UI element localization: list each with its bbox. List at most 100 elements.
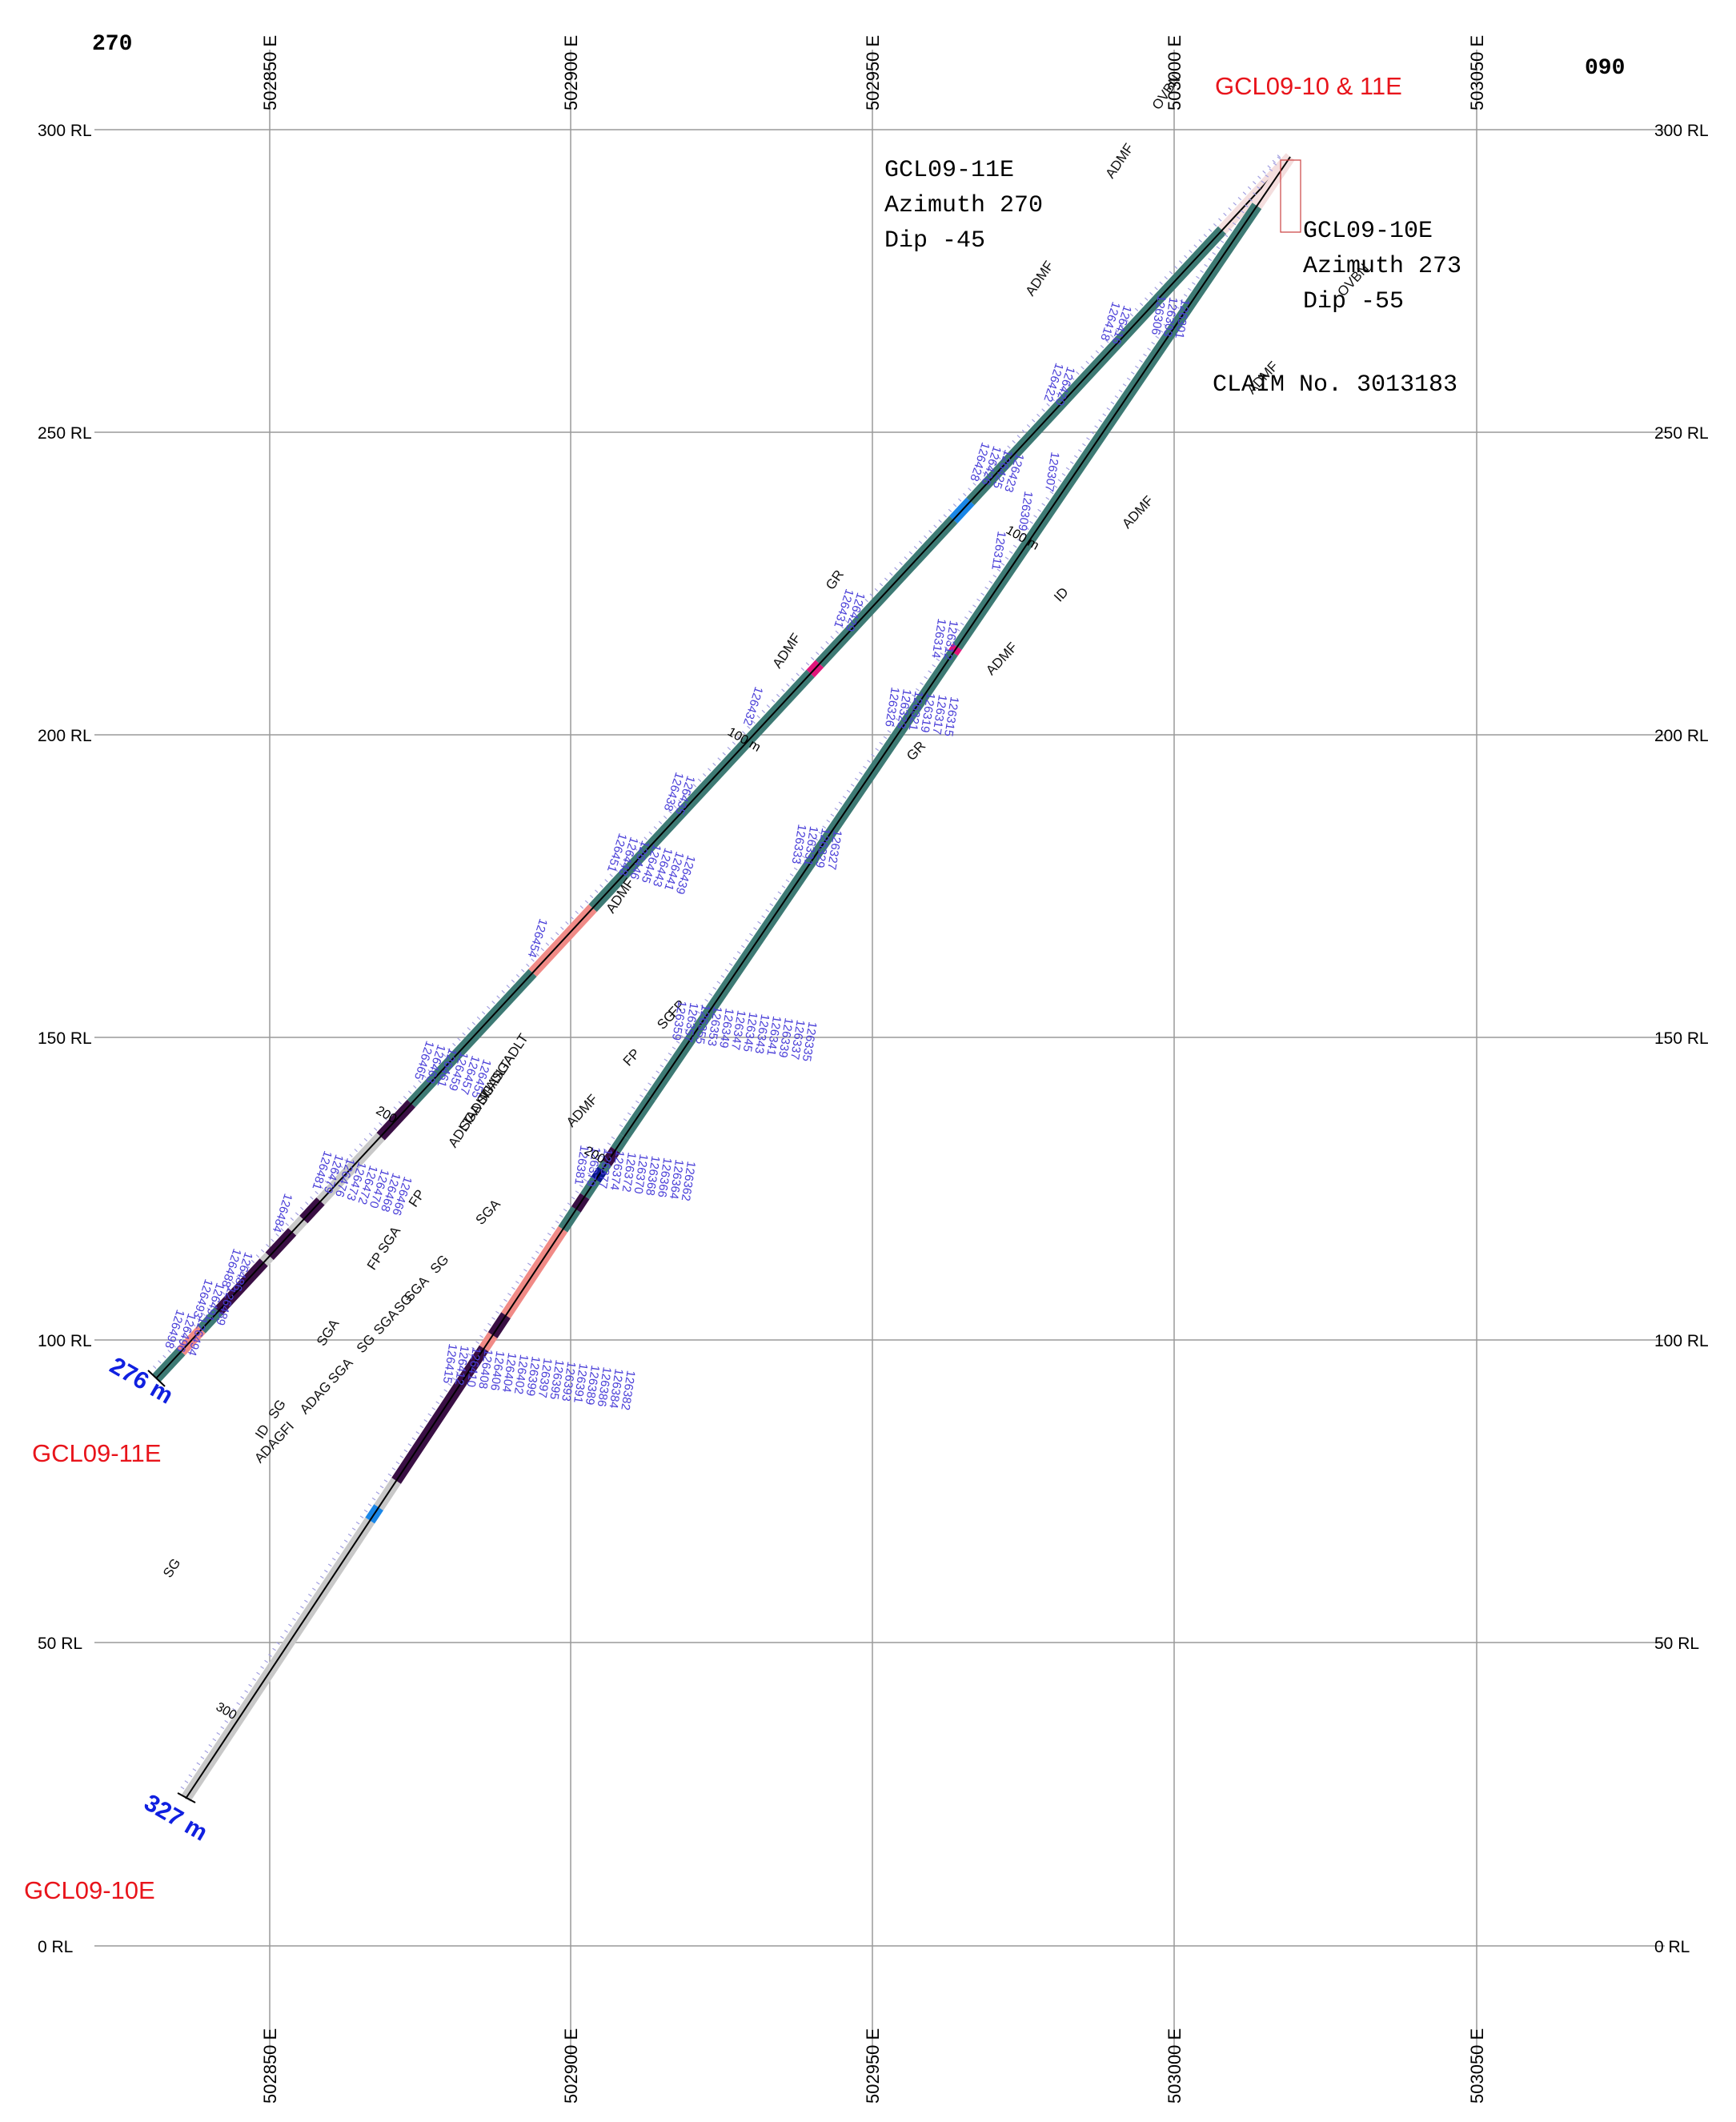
hole-11e-sample-tick [1173,265,1178,270]
hole-11e-sample-tick [1272,159,1276,163]
hole-10e-lower-sample-tick [471,1346,475,1350]
hole-10e-sample-tick [968,610,972,614]
hole-10e-lower-sample-tick [515,1281,519,1284]
hole-10e-lower-sample-tick [256,1671,260,1675]
hole-11e-sample-tick [1179,260,1183,264]
hole-10e-lower-sample-tick [491,1317,495,1320]
easting-tick-label: 502850 E [260,2028,280,2104]
rl-tick-label: 50 RL [1654,1635,1699,1653]
hole-10e-sample-tick [1037,508,1042,512]
hole-10e-sample-tick [761,915,766,919]
hole-10e-sample-tick [1000,563,1005,566]
rl-tick-label: 0 RL [38,1938,73,1956]
hole-10e-lower-sample-tick [599,1154,603,1157]
hole-10e-sample-tick [1025,527,1029,530]
hole-10e-sample-tick [875,748,880,752]
hole-10e-sample-tick [1204,263,1209,267]
hole-10e-sample-tick [826,819,831,823]
hole-11e-sample-tick [295,1212,299,1216]
hole-10e-lower-sample-tick [543,1238,547,1242]
hole-10e-sample-tick [1175,306,1180,309]
rl-labels-right: 300 RL 250 RL 200 RL 150 RL 100 RL 50 RL 0 RL [1654,122,1709,1956]
hole-11e-sample-tick [211,1302,215,1306]
easting-tick-label: 502950 E [863,35,883,110]
hole-10e-lower-sample-tick [208,1744,213,1747]
hole-11e-sample-tick [1110,334,1114,338]
easting-tick-label: 502850 E [260,35,280,110]
hole-10e-sample-tick [1045,496,1050,500]
hole-11e-sample-tick [781,688,785,692]
hole-10e-sample-tick [700,1005,704,1009]
hole-10e-sample-tick [1122,383,1127,387]
hole-10e-lower-sample-tick [399,1455,404,1458]
hole-10e-lower-sample-tick [487,1322,491,1326]
hole-11e-sample-tick [840,625,844,629]
hole-11e-sample-tick [658,820,663,824]
hole-11e-sample-tick [1159,281,1163,285]
hole-10e-sample-tick [1220,239,1225,243]
hole-11e-sample-tick [609,873,613,877]
hole-11e-sample-tick [1012,439,1016,444]
hole-10e-sample-tick [936,658,940,662]
hole-11e-sample-tick [570,916,574,920]
hole-10e-lower-sample-tick [539,1244,543,1248]
hole-10e-sample-tick [871,753,876,757]
hole-11e-sample-tick [678,800,682,804]
hole-10e-sample-tick [948,640,952,644]
hole-11e-sample-tick [531,958,535,962]
hole-10e-lower-sample-tick [431,1406,436,1410]
hole-11e-sample-tick [786,683,790,687]
hole-11e-sample-tick [933,524,937,528]
hole-11e-sample-tick [226,1286,231,1290]
hole-10e-sample-tick [891,724,896,728]
hole-11e-sample-tick [285,1222,290,1226]
hole-11e-sample-tick [1120,323,1124,327]
hole-11e-sample-tick [319,1185,323,1189]
easting-tick-label: 503000 E [1165,2028,1185,2104]
hole-10e-lower-sample-tick [531,1257,535,1260]
hole-11e-sample-tick [987,466,992,471]
hole-11e-sample-tick [717,757,721,761]
hole-10e-lower-sample-tick [611,1136,615,1140]
hole-11e-sample-tick [604,879,608,883]
hole-10e-lower-sample-tick [276,1642,280,1645]
hole-11e-sample-tick [535,953,539,957]
hole-11e-sample-tick [688,788,692,793]
hole-title-name: GCL09-11E [884,157,1014,184]
hole-10e-sample-tick [964,616,968,620]
hole-10e-lower-sample-tick [216,1731,221,1735]
hole-11e-sample-tick [379,1122,383,1126]
hole-10e-sample-tick [789,873,794,876]
hole-10e-sample-tick [757,921,761,925]
hole-10e-sample-tick [773,897,778,901]
hole-10e-sample-tick [619,1124,623,1128]
hole-11e-sample-tick [186,1328,191,1332]
hole-10e-sample-tick [732,957,737,961]
hole-10e-sample-tick [956,628,960,632]
hole-11e-sample-tick [1134,307,1139,311]
hole-11e-sample-tick [555,932,559,936]
hole-11e-sample-tick [501,989,505,994]
hole-10e-sample-tick [1179,299,1184,303]
hole-10e-sample-tick [1151,341,1156,345]
hole-10e-lower-sample-tick [280,1635,284,1639]
hole-11e-sample-tick [668,810,672,814]
hole-10e-lower-sample-tick [395,1461,400,1465]
hole-10e-sample-tick [753,927,757,931]
hole-10e-sample-tick [1200,270,1204,274]
hole-11e-sample-tick [736,736,741,740]
hole-10e-lower-sample-tick [467,1353,472,1357]
hole-11e-sample-tick [673,804,677,808]
hole-10e-sample-tick [838,801,843,805]
hole-10e-sample-tick [1102,413,1107,417]
hole-11e-sample-tick [952,503,957,507]
hole-10e-sample-tick [680,1034,684,1038]
hole-11e-sample-tick [623,857,628,861]
hole-10e-lower-sample-tick [575,1190,579,1194]
hole-11e-sample-tick [457,1037,461,1041]
hole-10e-lower-sample-tick [331,1557,336,1561]
easting-tick-label: 503000 E [1165,35,1185,110]
hole-10e-sample-tick [740,945,745,949]
hole-10e-sample-tick [777,891,782,895]
